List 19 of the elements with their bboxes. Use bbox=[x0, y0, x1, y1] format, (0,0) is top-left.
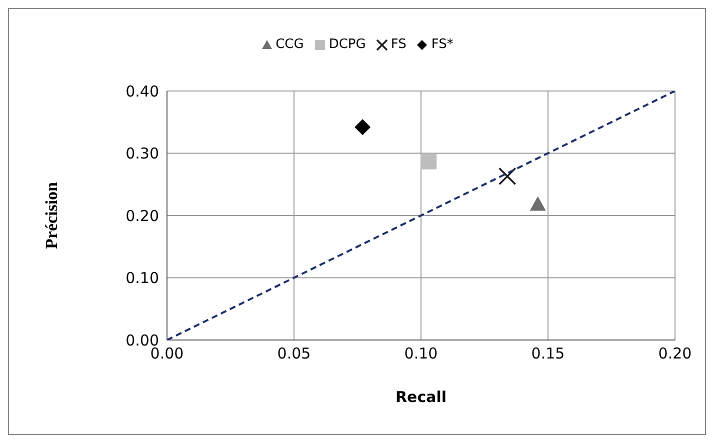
x-axis-title: Recall bbox=[395, 388, 447, 406]
legend-label: FS* bbox=[430, 37, 454, 52]
legend-label: FS bbox=[390, 37, 406, 52]
y-tick-label: 0.30 bbox=[126, 144, 159, 163]
y-tick-label: 0.10 bbox=[126, 269, 159, 288]
y-axis-title: Précision bbox=[42, 181, 62, 250]
point bbox=[530, 196, 546, 211]
y-tick-label: 0.20 bbox=[126, 206, 159, 225]
point bbox=[354, 119, 371, 136]
x-tick-label: 0.10 bbox=[404, 344, 438, 363]
y-tick-label: 0.40 bbox=[126, 82, 159, 100]
legend-label: DCPG bbox=[328, 37, 366, 52]
legend-label: CCG bbox=[274, 37, 304, 52]
x-tick-label: 0.05 bbox=[277, 344, 311, 363]
x-tick-label: 0.15 bbox=[531, 344, 565, 363]
point bbox=[498, 167, 516, 186]
point bbox=[420, 153, 437, 170]
x-tick-label: 0.00 bbox=[150, 344, 184, 363]
x-tick-label: 0.20 bbox=[658, 344, 692, 363]
